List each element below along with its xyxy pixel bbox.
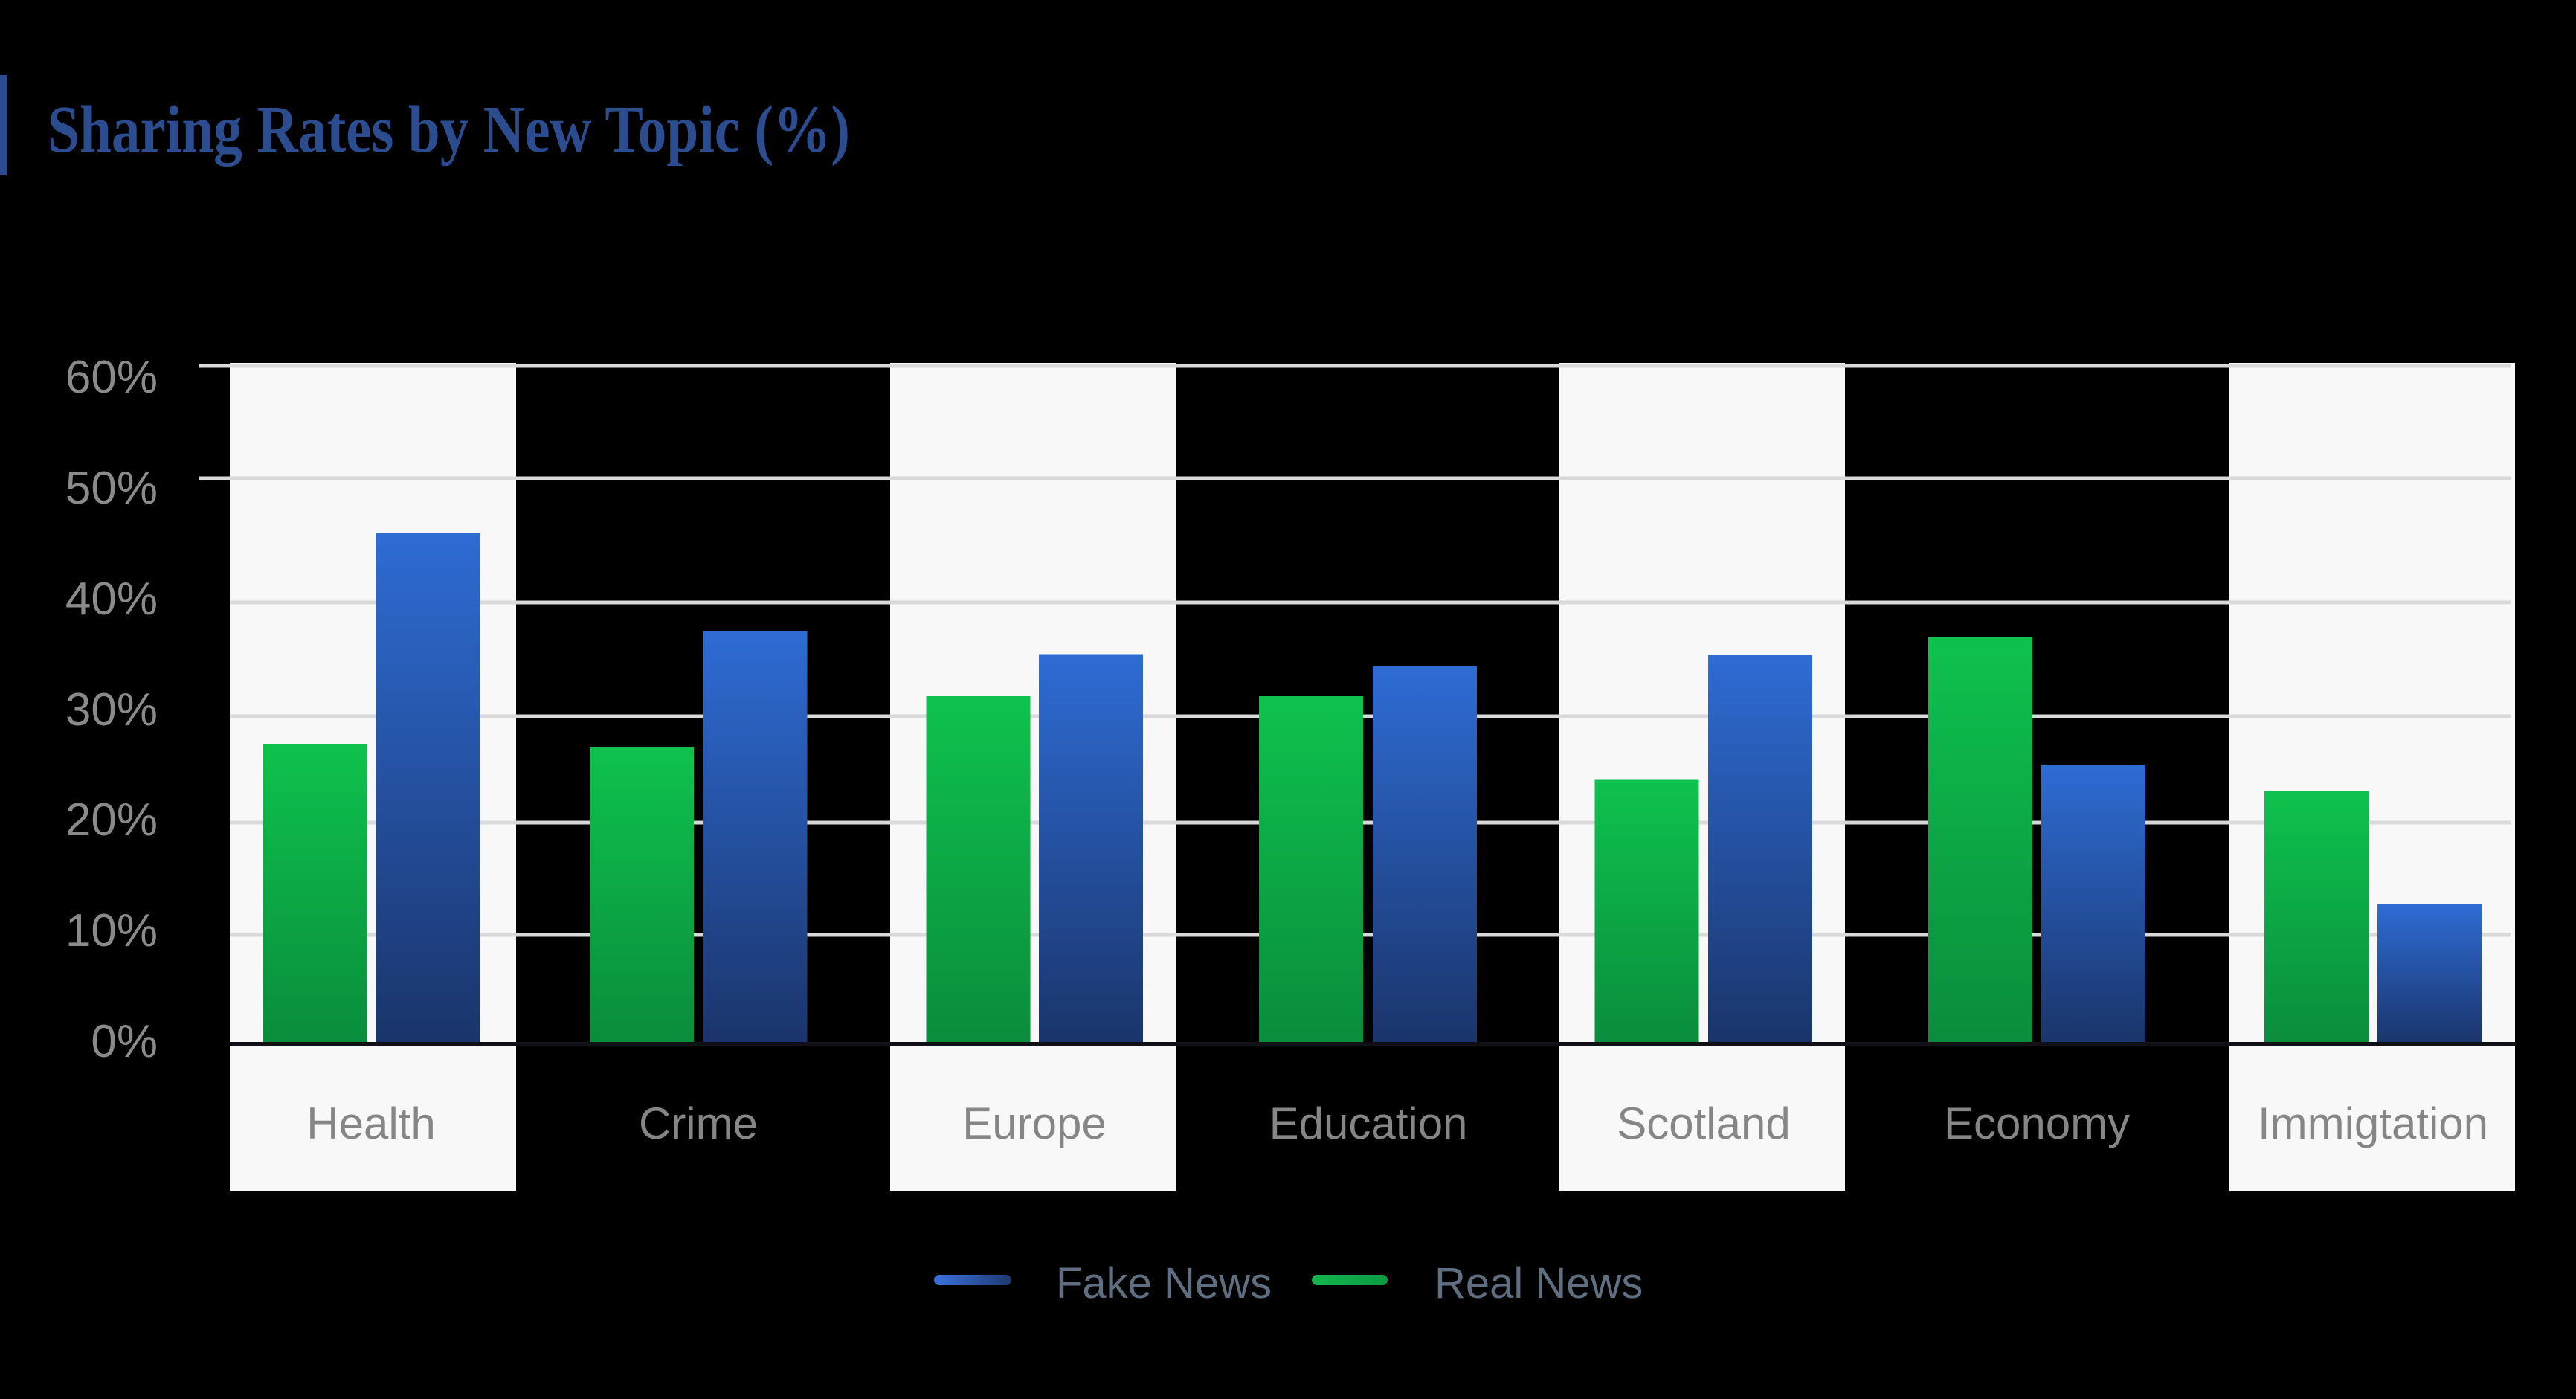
svg-text:60%: 60% [65, 352, 158, 403]
svg-text:Scotland: Scotland [1617, 1099, 1791, 1148]
svg-text:Economy: Economy [1944, 1099, 2130, 1148]
svg-text:0%: 0% [91, 1016, 158, 1067]
svg-text:Europe: Europe [962, 1099, 1106, 1148]
svg-text:Health: Health [306, 1099, 435, 1148]
svg-text:Fake News: Fake News [1056, 1259, 1272, 1308]
svg-text:10%: 10% [65, 905, 158, 956]
svg-text:30%: 30% [65, 684, 158, 736]
svg-text:40%: 40% [65, 573, 158, 625]
svg-text:50%: 50% [65, 463, 158, 514]
svg-text:Crime: Crime [639, 1099, 758, 1148]
svg-text:Education: Education [1269, 1099, 1468, 1148]
svg-text:20%: 20% [65, 794, 158, 846]
svg-text:Immigtation: Immigtation [2258, 1099, 2488, 1148]
svg-text:Sharing Rates by New Topic (%): Sharing Rates by New Topic (%) [48, 93, 850, 167]
svg-text:Real News: Real News [1434, 1259, 1643, 1308]
